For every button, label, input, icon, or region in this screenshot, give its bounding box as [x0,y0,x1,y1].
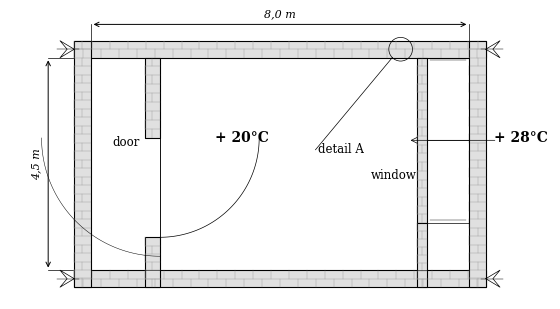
Polygon shape [74,270,486,287]
Polygon shape [417,223,427,287]
Text: + 20°C: + 20°C [215,131,269,145]
Text: window: window [371,169,417,182]
Text: door: door [113,136,140,149]
Text: + 28°C: + 28°C [494,131,548,145]
Polygon shape [144,57,160,138]
Text: 4,5 m: 4,5 m [31,148,41,180]
Polygon shape [74,41,486,57]
Polygon shape [144,237,160,287]
Polygon shape [469,41,486,287]
Text: 8,0 m: 8,0 m [264,10,296,20]
Text: detail A: detail A [318,143,364,156]
Polygon shape [74,41,91,287]
Polygon shape [417,57,427,223]
